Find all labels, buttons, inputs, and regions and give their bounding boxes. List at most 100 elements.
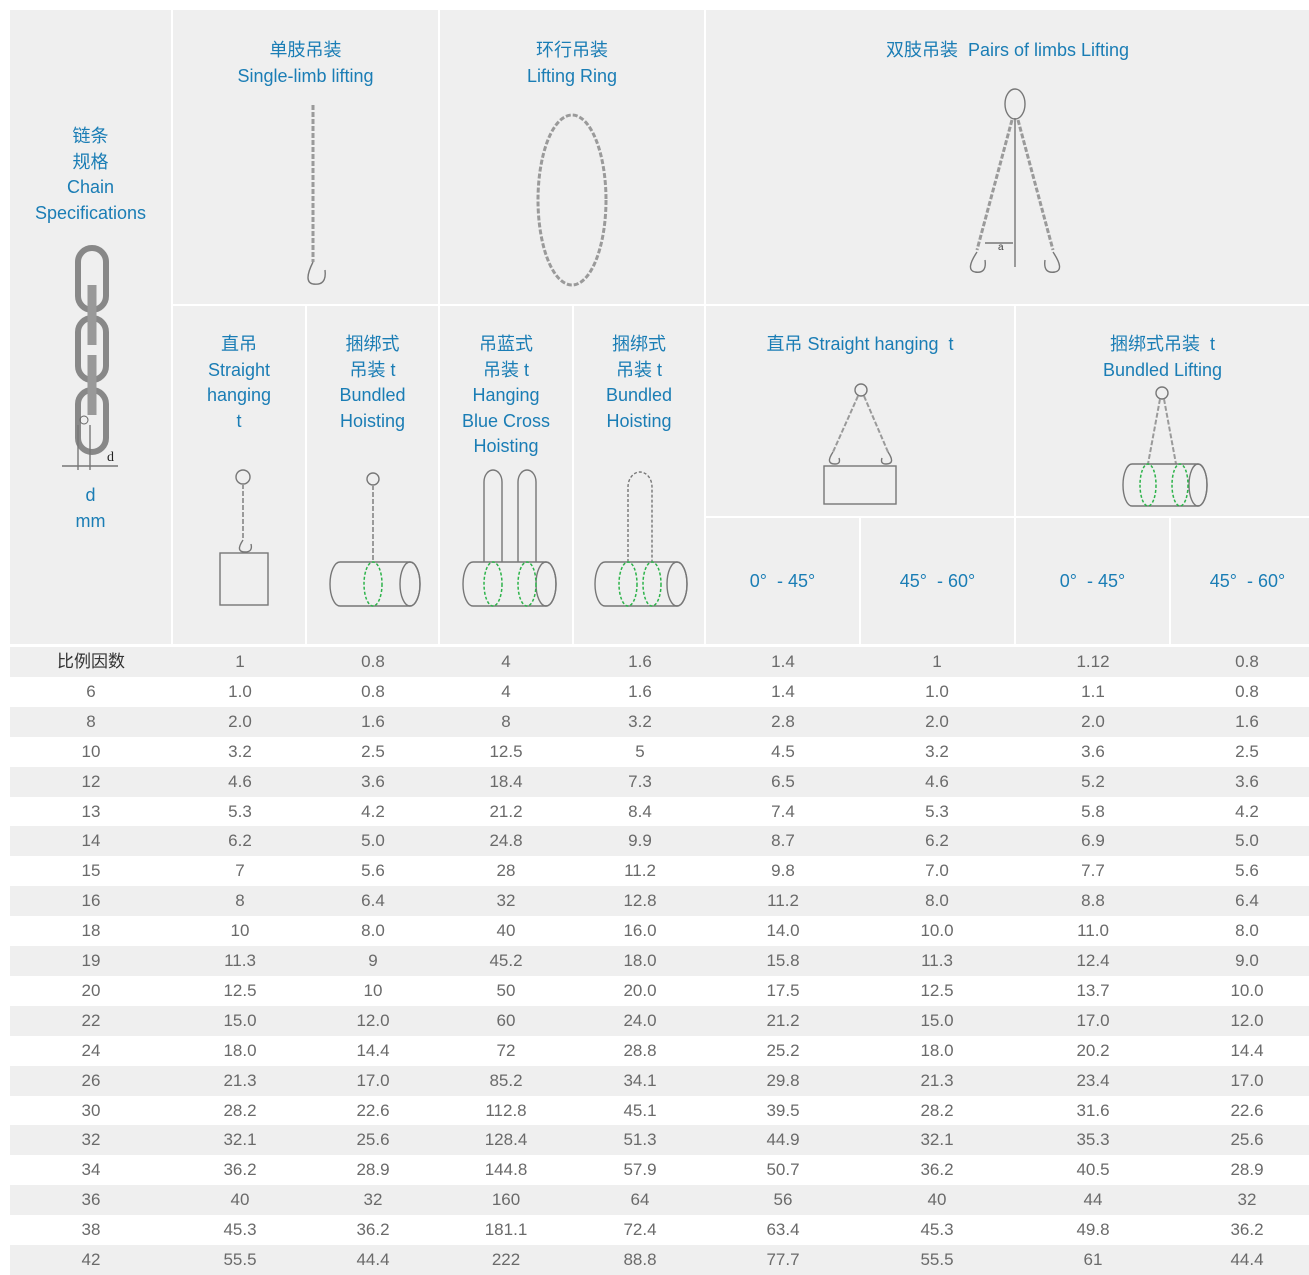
table-cell: 5.3 (925, 801, 949, 821)
table-cell: 14.0 (766, 921, 800, 941)
spec-unit: d mm (10, 483, 171, 534)
heading-line: mm (75, 510, 106, 531)
table-cell: 38 (81, 1220, 101, 1240)
table-cell: 60 (496, 1010, 516, 1030)
table-cell: 44 (1083, 1190, 1103, 1210)
table-cell: 6.2 (228, 831, 252, 851)
table-row: 22 15.0 12.0 60 24.0 21.2 15.0 17.0 12.0 (10, 1005, 1309, 1036)
table-cell: 17.0 (356, 1070, 390, 1090)
table-row: 16 8 6.4 32 12.8 11.2 8.0 8.8 6.4 (10, 886, 1309, 917)
table-cell: 8.4 (628, 801, 652, 821)
heading-line: 吊装 t (349, 359, 396, 380)
double-straight (823, 383, 897, 505)
heading-line: 45° - 60° (899, 571, 976, 591)
table-row: 30 28.2 22.6 112.8 45.1 39.5 28.2 31.6 22.6 (10, 1096, 1309, 1126)
table-cell: 20.0 (623, 980, 657, 1000)
table-row: 15 7 5.6 28 11.2 9.8 7.0 7.7 5.6 (10, 856, 1309, 886)
table-cell: 1.6 (1235, 711, 1259, 731)
angle-cell (706, 518, 859, 644)
table-row: 6 1.0 0.8 4 1.6 1.4 1.0 1.1 0.8 (10, 677, 1309, 707)
table-cell: 10 (81, 741, 101, 761)
sub-heading: 捆绑式 吊装 t Bundled Hoisting (574, 332, 704, 434)
table-cell: 222 (491, 1250, 521, 1269)
table-cell: 2.0 (1081, 711, 1105, 731)
table-cell: 9 (368, 951, 378, 970)
table-row: 24 18.0 14.4 72 28.8 25.2 18.0 20.2 14.4 (10, 1036, 1309, 1066)
table-cell: 39.5 (766, 1100, 800, 1120)
heading-line: 0° - 45° (749, 571, 816, 591)
table-cell: 比例因数 (57, 652, 125, 671)
ring-chain (536, 113, 608, 287)
table-cell: 20.2 (1076, 1040, 1110, 1060)
table-cell: 3.6 (1081, 741, 1105, 761)
heading-line: Straight (207, 359, 271, 380)
heading-line: Hoisting (606, 410, 672, 431)
sub-heading: 捆绑式吊装 t Bundled Lifting (1016, 332, 1309, 383)
heading-line: Hoisting (473, 436, 539, 456)
table-cell: 57.9 (623, 1160, 657, 1180)
table-cell: 36 (81, 1190, 101, 1210)
table-cell: 4.5 (771, 741, 795, 761)
angle-symbol: a (998, 242, 1004, 253)
table-cell: 56 (773, 1190, 793, 1210)
table-cell: 20 (81, 980, 101, 1000)
table-cell: 15.0 (920, 1010, 954, 1030)
heading-line: Chain (66, 177, 115, 197)
table-cell: 5 (635, 741, 645, 761)
table-cell: 5.2 (1081, 771, 1105, 791)
table-cell: 32 (1237, 1190, 1257, 1210)
table-cell: 61 (1083, 1250, 1103, 1269)
table-cell: 64 (630, 1190, 650, 1210)
table-cell: 40 (230, 1190, 250, 1210)
heading-line: 0° - 45° (1059, 571, 1126, 591)
d-label: d (107, 450, 114, 465)
table-cell: 112.8 (485, 1100, 527, 1120)
table-cell: 12 (81, 771, 101, 791)
table-cell: 1.12 (1076, 652, 1110, 671)
table-cell: 45.3 (920, 1220, 954, 1240)
illustrations: d a (62, 88, 1208, 607)
sub-heading: 吊蓝式 吊装 t Hanging Blue Cross Hoisting (440, 332, 572, 460)
bundled-hoisting (329, 472, 421, 607)
table-cell: 5.6 (1235, 861, 1259, 881)
table-cell: 40 (496, 921, 516, 941)
spec-chain: d (62, 245, 118, 470)
table-row: 8 2.0 1.6 8 3.2 2.8 2.0 2.0 1.6 (10, 706, 1309, 737)
table-cell: 42 (81, 1250, 101, 1269)
table-cell: 49.8 (1076, 1220, 1110, 1240)
table-cell: 12.5 (920, 980, 954, 1000)
table-cell: 160 (491, 1190, 521, 1210)
table-cell: 4.6 (925, 771, 949, 791)
table-cell: 5.6 (361, 861, 385, 881)
table-cell: 50 (496, 980, 516, 1000)
table-row: 10 3.2 2.5 12.5 5 4.5 3.2 3.6 2.5 (10, 737, 1309, 767)
table-cell: 30 (81, 1100, 101, 1120)
table-cell: 24.8 (489, 831, 523, 851)
hanging-cross (462, 469, 557, 607)
table-row: 26 21.3 17.0 85.2 34.1 29.8 21.3 23.4 17.0 (10, 1065, 1309, 1096)
heading-line: 直吊 (221, 334, 257, 354)
heading-line: 直吊 Straight hanging t (766, 334, 954, 354)
table-cell: 13 (81, 801, 101, 821)
table-row: 14 6.2 5.0 24.8 9.9 8.7 6.2 6.9 5.0 (10, 826, 1309, 857)
table-cell: 24.0 (623, 1010, 657, 1030)
table-cell: 55.5 (920, 1250, 954, 1269)
table-cell: 12.4 (1076, 951, 1110, 970)
table-cell: 3.2 (628, 711, 652, 731)
table-cell: 1.4 (771, 652, 795, 671)
heading-line: hanging (206, 385, 272, 405)
table-cell: 45.3 (223, 1220, 257, 1240)
heading-line: 单肢吊装 (269, 40, 342, 60)
angle-label: 0° - 45° (1016, 569, 1169, 595)
table-cell: 11.0 (1077, 921, 1109, 941)
table-cell: 72.4 (623, 1220, 657, 1240)
table-cell: 4.6 (228, 771, 252, 791)
angle-cell (1016, 518, 1169, 644)
heading-line: Lifting Ring (526, 65, 618, 86)
table-cell: 8 (86, 711, 96, 731)
table-cell: 31.6 (1076, 1100, 1110, 1120)
table-cell: 12.8 (623, 891, 657, 911)
table-row: 19 11.3 9 45.2 18.0 15.8 11.3 12.4 9.0 (10, 946, 1309, 976)
heading-line: 45° - 60° (1209, 571, 1286, 591)
